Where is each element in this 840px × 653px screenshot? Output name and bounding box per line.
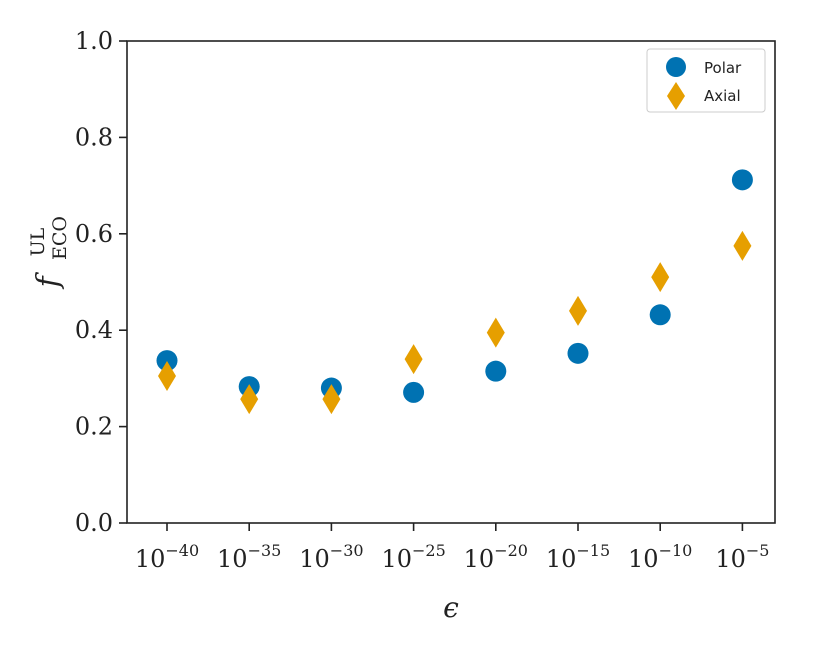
- point-axial-4: [486, 317, 505, 348]
- x-tick-label: 10−10: [628, 541, 692, 573]
- point-axial-2: [322, 384, 341, 415]
- point-polar-4: [485, 360, 507, 382]
- y-tick-label: 0.2: [75, 413, 113, 441]
- y-axis: 0.0 0.2 0.4 0.6 0.8 1.0: [75, 27, 127, 537]
- point-axial-3: [404, 344, 423, 375]
- x-axis-label: ϵ: [443, 591, 459, 624]
- y-tick-label: 1.0: [75, 27, 113, 55]
- svg-text:f: f: [31, 272, 66, 290]
- point-polar-7: [731, 169, 753, 191]
- legend-label-axial: Axial: [704, 87, 741, 105]
- x-tick-label: 10−25: [381, 541, 445, 573]
- y-tick-label: 0.6: [75, 220, 113, 248]
- point-axial-7: [733, 230, 752, 261]
- legend: Polar Axial: [646, 48, 766, 113]
- y-axis-label: f UL ECO: [27, 216, 71, 290]
- y-axis-label-sub: ECO: [49, 216, 71, 260]
- point-polar-3: [403, 381, 425, 403]
- point-polar-0: [156, 350, 178, 372]
- y-axis-label-sup: UL: [27, 227, 49, 256]
- plot-frame: [126, 40, 776, 524]
- y-axis-label-base: f: [31, 272, 66, 290]
- legend-marker-polar: [666, 57, 686, 77]
- point-polar-6: [649, 304, 671, 326]
- point-axial-5: [569, 295, 587, 326]
- x-tick-label: 10−15: [546, 541, 610, 573]
- point-polar-5: [567, 342, 589, 364]
- point-axial-6: [651, 262, 670, 293]
- x-axis: 10−40 10−35 10−30 10−25 10−20 10−15 10−10 10−5: [135, 523, 769, 573]
- x-tick-label: 10−30: [299, 541, 363, 573]
- y-tick-label: 0.4: [75, 316, 113, 344]
- y-tick-label: 0.8: [75, 123, 113, 151]
- legend-label-polar: Polar: [704, 59, 742, 77]
- x-tick-label: 10−40: [135, 541, 199, 573]
- x-tick-label: 10−35: [217, 541, 281, 573]
- point-axial-0: [158, 360, 176, 391]
- plot-marks: [156, 169, 753, 415]
- x-tick-label: 10−5: [715, 541, 769, 573]
- point-axial-1: [240, 384, 259, 415]
- legend-marker-axial: [667, 82, 685, 110]
- y-tick-label: 0.0: [75, 509, 113, 537]
- x-tick-label: 10−20: [464, 541, 528, 573]
